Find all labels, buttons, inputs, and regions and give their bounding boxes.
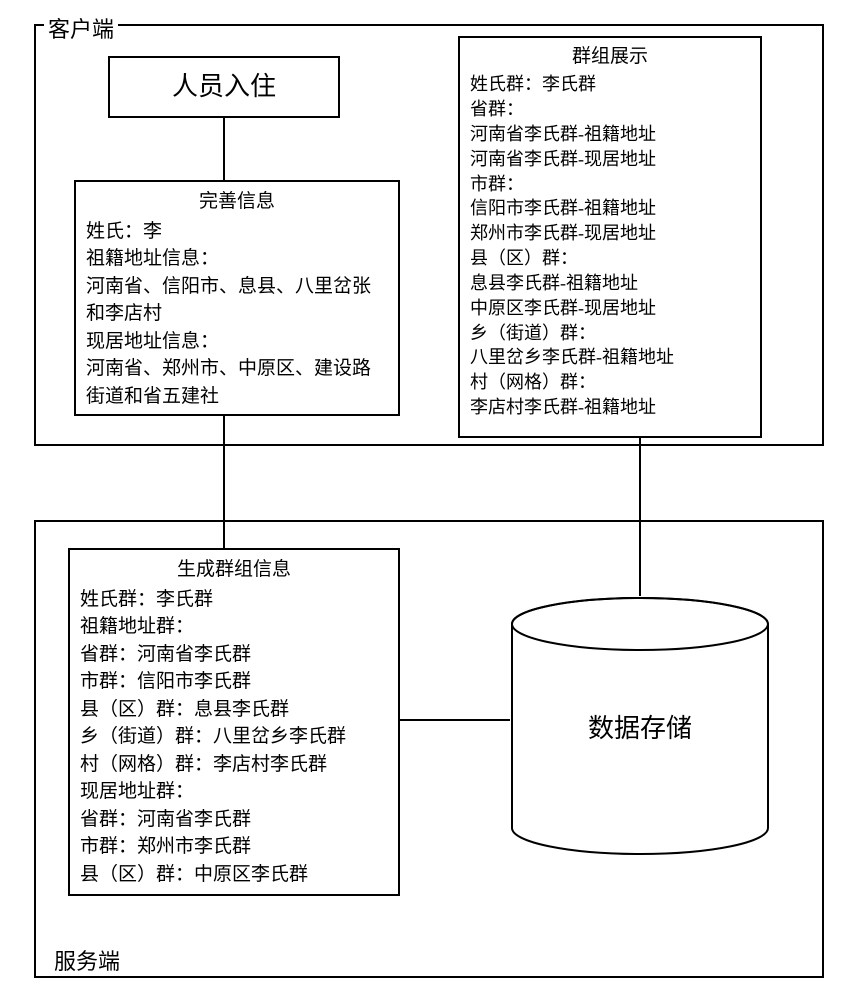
- gen-title: 生成群组信息: [80, 556, 388, 584]
- text-line: 信阳市李氏群-祖籍地址: [470, 196, 750, 221]
- info-node: 完善信息 姓氏：李祖籍地址信息：河南省、信阳市、息县、八里岔张和李店村现居地址信…: [74, 180, 400, 416]
- text-line: 省群：河南省李氏群: [80, 641, 388, 669]
- gen-lines: 姓氏群：李氏群祖籍地址群：省群：河南省李氏群市群：信阳市李氏群县（区）群：息县李…: [80, 586, 388, 889]
- text-line: 村（网格）群：李店村李氏群: [80, 751, 388, 779]
- storage-label: 数据存储: [588, 708, 692, 745]
- text-line: 县（区）群：: [470, 246, 750, 271]
- text-line: 八里岔乡李氏群-祖籍地址: [470, 345, 750, 370]
- text-line: 姓氏：李: [86, 218, 388, 246]
- text-line: 息县李氏群-祖籍地址: [470, 271, 750, 296]
- storage-node: 数据存储: [510, 596, 770, 856]
- text-line: 市群：: [470, 172, 750, 197]
- text-line: 中原区李氏群-现居地址: [470, 296, 750, 321]
- gen-node: 生成群组信息 姓氏群：李氏群祖籍地址群：省群：河南省李氏群市群：信阳市李氏群县（…: [68, 548, 400, 896]
- text-line: 县（区）群：息县李氏群: [80, 696, 388, 724]
- text-line: 市群：信阳市李氏群: [80, 668, 388, 696]
- text-line: 和李店村: [86, 300, 388, 328]
- text-line: 现居地址群：: [80, 778, 388, 806]
- server-label: 服务端: [50, 944, 124, 976]
- groups-node: 群组展示 姓氏群：李氏群省群：河南省李氏群-祖籍地址河南省李氏群-现居地址市群：…: [458, 36, 762, 438]
- text-line: 河南省李氏群-现居地址: [470, 147, 750, 172]
- text-line: 姓氏群：李氏群: [80, 586, 388, 614]
- text-line: 市群：郑州市李氏群: [80, 833, 388, 861]
- text-line: 省群：河南省李氏群: [80, 806, 388, 834]
- entry-title: 人员入住: [172, 68, 276, 106]
- text-line: 李店村李氏群-祖籍地址: [470, 395, 750, 420]
- text-line: 街道和省五建社: [86, 383, 388, 411]
- info-lines: 姓氏：李祖籍地址信息：河南省、信阳市、息县、八里岔张和李店村现居地址信息：河南省…: [86, 218, 388, 411]
- text-line: 省群：: [470, 97, 750, 122]
- entry-node: 人员入住: [108, 56, 340, 118]
- text-line: 河南省、郑州市、中原区、建设路: [86, 355, 388, 383]
- text-line: 乡（街道）群：: [470, 321, 750, 346]
- text-line: 祖籍地址群：: [80, 613, 388, 641]
- text-line: 祖籍地址信息：: [86, 245, 388, 273]
- text-line: 郑州市李氏群-现居地址: [470, 221, 750, 246]
- groups-lines: 姓氏群：李氏群省群：河南省李氏群-祖籍地址河南省李氏群-现居地址市群：信阳市李氏…: [470, 72, 750, 420]
- text-line: 村（网格）群：: [470, 370, 750, 395]
- text-line: 河南省、信阳市、息县、八里岔张: [86, 273, 388, 301]
- client-label: 客户端: [44, 12, 118, 44]
- info-title: 完善信息: [86, 188, 388, 216]
- text-line: 姓氏群：李氏群: [470, 72, 750, 97]
- text-line: 县（区）群：中原区李氏群: [80, 861, 388, 889]
- groups-title: 群组展示: [470, 44, 750, 70]
- text-line: 现居地址信息：: [86, 328, 388, 356]
- text-line: 河南省李氏群-祖籍地址: [470, 122, 750, 147]
- text-line: 乡（街道）群：八里岔乡李氏群: [80, 723, 388, 751]
